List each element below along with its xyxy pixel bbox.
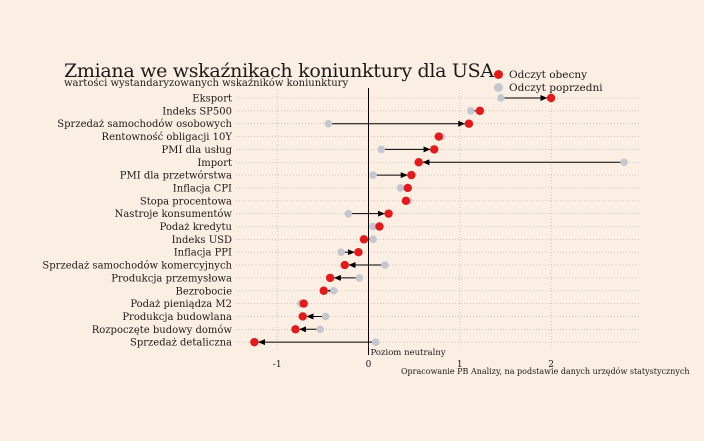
current-point (298, 312, 307, 321)
current-point (430, 145, 439, 154)
legend-item-previous: Odczyt poprzedni (494, 81, 603, 94)
current-point (325, 273, 335, 283)
current-point (434, 132, 444, 141)
tick-label-layer: Poziom neutralny -1 0 1 2 (273, 348, 554, 370)
category-label: Sprzedaż detaliczna (130, 338, 232, 349)
previous-point (369, 222, 377, 231)
previous-point (321, 312, 330, 321)
category-label: Sprzedaż samochodów komercyjnych (42, 261, 232, 272)
current-point (250, 337, 259, 347)
current-point (401, 196, 411, 205)
category-label: PMI dla usług (162, 145, 233, 156)
current-point (403, 183, 412, 193)
previous-point (330, 286, 338, 295)
previous-point (316, 325, 324, 334)
current-point (464, 119, 474, 128)
previous-point (369, 171, 377, 179)
x-tick-label: 2 (548, 360, 554, 370)
category-label: Podaż pieniądza M2 (130, 299, 232, 310)
arrow-layer (258, 95, 622, 346)
chart-subtitle: wartości wystandaryzowanych wskaźników k… (64, 78, 349, 89)
category-label: Indeks USD (172, 235, 232, 246)
chart-title: Zmiana we wskaźnikach koniunktury dla US… (64, 60, 494, 82)
neutral-level-label: Poziom neutralny (371, 348, 446, 358)
previous-point (337, 248, 345, 256)
current-point (414, 158, 423, 167)
category-label: Produkcja budowlana (122, 312, 232, 323)
previous-point (620, 158, 628, 167)
current-point (375, 222, 384, 231)
category-label: Import (197, 158, 232, 169)
category-label: Rozpoczęte budowy domów (92, 325, 233, 336)
category-label: PMI dla przetwórstwa (120, 171, 232, 182)
previous-point (377, 145, 386, 154)
previous-point (344, 209, 353, 218)
point-layer (250, 93, 628, 347)
x-tick-label: 0 (366, 360, 372, 370)
current-point (340, 260, 349, 270)
legend-current-label: Odczyt obecny (509, 68, 588, 81)
legend-previous-label: Odczyt poprzedni (509, 81, 603, 94)
current-point (384, 209, 393, 218)
legend-previous-marker (494, 83, 503, 92)
current-point (407, 170, 416, 180)
category-label: Podaż kredytu (160, 222, 233, 233)
current-point (359, 235, 369, 244)
previous-point (381, 261, 389, 269)
x-tick-label: -1 (273, 360, 282, 370)
previous-point (497, 94, 505, 102)
category-label: Produkcja przemysłowa (111, 273, 232, 284)
current-point (354, 248, 363, 257)
legend-current-marker (494, 70, 503, 79)
previous-point (396, 184, 405, 192)
category-label: Eksport (192, 94, 232, 105)
category-label: Indeks SP500 (162, 106, 232, 117)
previous-point (466, 107, 475, 115)
legend-item-current: Odczyt obecny (494, 68, 603, 81)
previous-point (372, 338, 380, 346)
previous-point (355, 274, 364, 282)
current-point (546, 93, 556, 103)
legend: Odczyt obecny Odczyt poprzedni (494, 68, 603, 94)
category-label: Sprzedaż samochodów osobowych (57, 119, 232, 130)
current-point (475, 106, 485, 116)
category-label: Rentowność obligacji 10Y (102, 132, 233, 143)
current-point (299, 299, 308, 308)
category-label: Nastroje konsumentów (115, 209, 233, 220)
category-label: Stopa procentowa (140, 196, 232, 207)
previous-point (324, 119, 333, 128)
current-point (291, 325, 300, 334)
category-label: Inflacja PPI (174, 248, 232, 259)
category-label: Inflacja CPI (173, 183, 232, 194)
source-note: Opracowanie PB Analizy, na podstawie dan… (401, 367, 690, 376)
category-label: Bezrobocie (176, 286, 233, 297)
previous-point (369, 235, 377, 244)
current-point (319, 286, 328, 295)
x-tick-label: 1 (457, 360, 463, 370)
grid-layer (236, 90, 640, 351)
